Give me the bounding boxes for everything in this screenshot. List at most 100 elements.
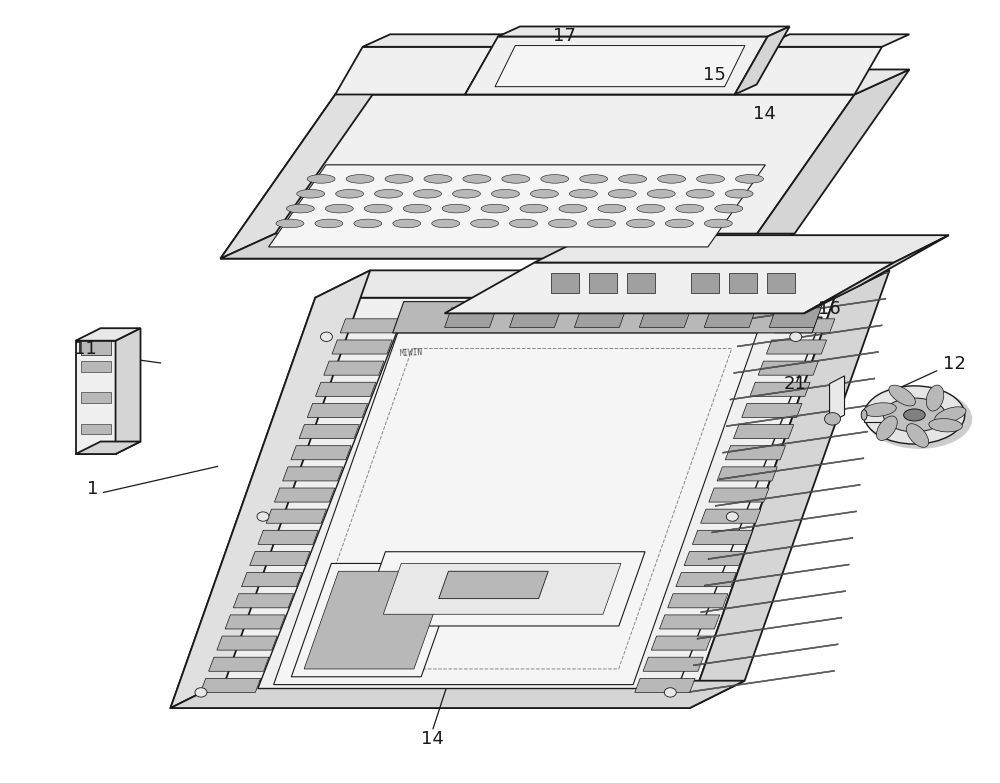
Ellipse shape (463, 175, 491, 183)
Ellipse shape (530, 189, 558, 198)
Polygon shape (741, 298, 886, 320)
Polygon shape (76, 442, 141, 454)
Polygon shape (498, 27, 790, 37)
Ellipse shape (608, 189, 636, 198)
Polygon shape (769, 308, 821, 327)
Ellipse shape (325, 204, 353, 213)
Polygon shape (745, 272, 889, 294)
Polygon shape (690, 270, 889, 708)
Circle shape (790, 332, 802, 341)
Ellipse shape (926, 385, 944, 411)
Ellipse shape (580, 175, 608, 183)
Ellipse shape (665, 219, 693, 228)
Ellipse shape (276, 219, 304, 228)
Polygon shape (729, 272, 757, 293)
Polygon shape (708, 537, 853, 560)
Ellipse shape (414, 189, 442, 198)
Ellipse shape (876, 416, 897, 440)
Polygon shape (359, 552, 645, 626)
Polygon shape (643, 657, 703, 671)
Polygon shape (291, 446, 351, 460)
Ellipse shape (883, 398, 946, 432)
Polygon shape (639, 308, 691, 327)
Polygon shape (170, 680, 745, 708)
Polygon shape (692, 530, 753, 544)
Ellipse shape (453, 189, 480, 198)
Ellipse shape (559, 204, 587, 213)
Polygon shape (304, 572, 448, 669)
Polygon shape (76, 341, 116, 454)
Polygon shape (316, 382, 376, 396)
Polygon shape (701, 509, 761, 523)
Text: 16: 16 (818, 301, 841, 319)
Polygon shape (719, 458, 864, 480)
Ellipse shape (736, 175, 763, 183)
Ellipse shape (510, 219, 538, 228)
Ellipse shape (481, 204, 509, 213)
Polygon shape (758, 361, 818, 375)
Polygon shape (225, 615, 285, 629)
Polygon shape (704, 308, 756, 327)
Ellipse shape (935, 407, 966, 423)
Ellipse shape (626, 219, 654, 228)
Polygon shape (233, 594, 294, 608)
Polygon shape (735, 47, 882, 95)
Polygon shape (715, 484, 860, 507)
Ellipse shape (861, 410, 867, 420)
Polygon shape (730, 378, 875, 400)
Polygon shape (76, 328, 141, 341)
Ellipse shape (889, 385, 915, 406)
Polygon shape (324, 361, 384, 375)
Polygon shape (266, 509, 326, 523)
Polygon shape (635, 678, 695, 692)
Polygon shape (307, 403, 368, 417)
Polygon shape (701, 590, 846, 612)
Polygon shape (439, 572, 548, 599)
Polygon shape (737, 325, 882, 347)
Polygon shape (725, 446, 785, 460)
Polygon shape (258, 530, 318, 544)
Ellipse shape (403, 204, 431, 213)
Ellipse shape (686, 189, 714, 198)
Circle shape (195, 687, 207, 697)
Polygon shape (762, 34, 909, 47)
Ellipse shape (315, 219, 343, 228)
Polygon shape (668, 594, 728, 608)
Polygon shape (299, 424, 359, 438)
Polygon shape (283, 467, 343, 481)
Polygon shape (804, 235, 949, 313)
Polygon shape (712, 511, 857, 533)
Polygon shape (116, 328, 141, 454)
Polygon shape (726, 405, 871, 427)
Polygon shape (691, 272, 719, 293)
Polygon shape (81, 341, 111, 355)
Ellipse shape (569, 189, 597, 198)
Ellipse shape (541, 175, 569, 183)
Polygon shape (250, 551, 310, 565)
Polygon shape (676, 572, 736, 586)
Ellipse shape (929, 419, 962, 432)
Ellipse shape (867, 389, 972, 449)
Text: 1: 1 (87, 480, 98, 498)
Polygon shape (220, 70, 390, 258)
Polygon shape (775, 319, 835, 333)
Polygon shape (217, 636, 277, 650)
Ellipse shape (502, 175, 530, 183)
Ellipse shape (619, 175, 647, 183)
Circle shape (664, 687, 676, 697)
Polygon shape (574, 308, 626, 327)
Ellipse shape (598, 204, 626, 213)
Circle shape (726, 512, 738, 521)
Polygon shape (242, 572, 302, 586)
Ellipse shape (354, 219, 382, 228)
Ellipse shape (647, 189, 675, 198)
Polygon shape (465, 37, 768, 95)
Ellipse shape (375, 189, 403, 198)
Circle shape (257, 512, 269, 521)
Polygon shape (733, 424, 794, 438)
Polygon shape (363, 34, 520, 47)
Ellipse shape (520, 204, 548, 213)
Ellipse shape (336, 189, 364, 198)
Polygon shape (335, 70, 909, 95)
Polygon shape (81, 424, 111, 435)
